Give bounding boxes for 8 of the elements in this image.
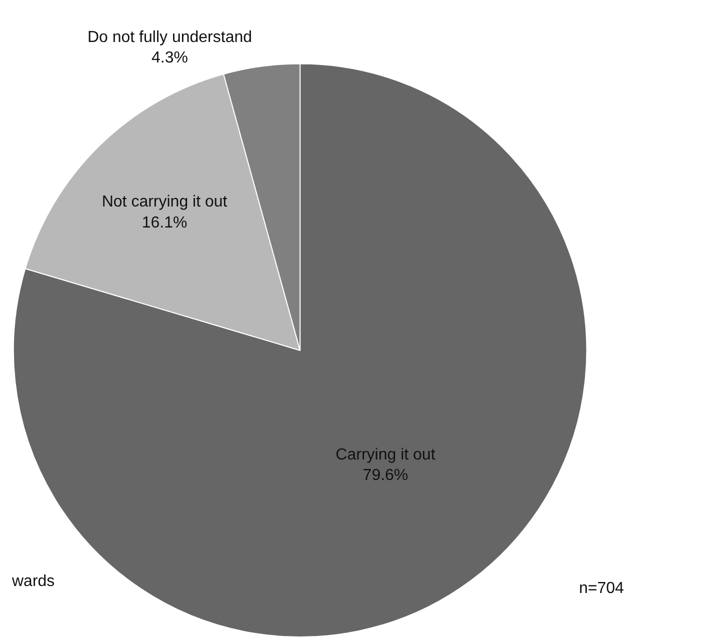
data-label: 79.6%	[362, 467, 408, 484]
text: n=704	[579, 580, 624, 597]
text: wards	[11, 573, 55, 590]
slice-label: Do not fully understand	[87, 28, 252, 46]
data-label: 16.1%	[142, 214, 188, 232]
data-label: 4.3%	[151, 50, 188, 67]
slice-label: Not carrying it out	[102, 194, 228, 211]
slice-label: Carrying it out	[336, 446, 436, 464]
